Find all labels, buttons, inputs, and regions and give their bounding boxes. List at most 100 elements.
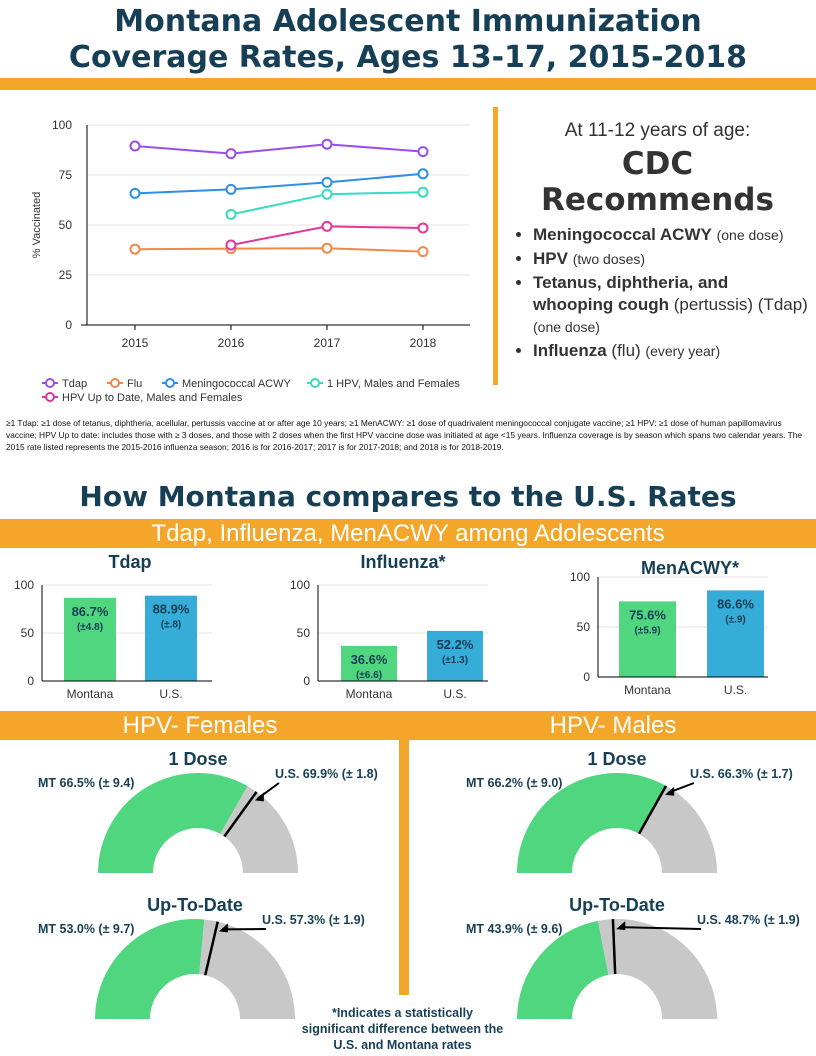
gauge-remaining-arc [638,785,717,873]
hpv-gauges: 1 Dose MT 66.5% (± 9.4) U.S. 69.9% (± 1.8)… [38,749,800,1019]
gauge-montana-arc [98,773,248,873]
bar-value-label: 75.6% [629,607,666,622]
page-title: Montana Adolescent Immunization Coverage… [0,4,816,76]
bar-chart-title: MenACWY* [641,558,739,578]
data-point [321,220,333,232]
dose-note: (two doses) [572,251,646,267]
data-point [225,183,237,195]
bar-value-label: 86.7% [72,604,109,619]
vaccine-name: Tetanus, diphtheria, and whooping cough [533,273,729,314]
gauge-remaining-arc [199,919,295,1019]
y-tick-label: 50 [297,626,311,640]
x-tick-label: Montana [624,683,671,697]
legend-marker [165,378,175,388]
series-line [134,247,424,253]
bar-value-label: 88.9% [153,602,190,617]
y-tick-label: 50 [59,218,73,232]
series-line [134,143,424,155]
y-tick-label: 0 [303,674,310,688]
legend-marker [45,378,55,388]
bar-charts: Tdap 0 50 100 86.7% (±4.8) Montana 88.9% (±.8) U.… [14,552,768,701]
recommend-item: Influenza (flu) (every year) [533,340,810,362]
gauge-title: Up-To-Date [147,895,243,915]
x-tick-label: Montana [346,687,393,701]
recommend-list: Meningococcal ACWY (one dose) HPV (two d… [505,224,810,362]
us-label: U.S. 48.7% (± 1.9) [697,913,800,927]
recommend-subtitle: At 11-12 years of age: [564,120,751,141]
data-point [225,208,237,220]
y-tick-label: 100 [290,578,310,592]
bar-value-label: 52.2% [437,637,474,652]
arrow-head-icon [218,923,228,933]
us-label: U.S. 66.3% (± 1.7) [690,767,793,781]
hpv-females-heading: HPV- Females [122,712,278,739]
bar [64,597,116,681]
vertical-divider [493,107,498,385]
legend-label: Meningococcal ACWY [182,378,291,390]
legend-marker [310,378,320,388]
vaccine-extra: (flu) [611,341,641,360]
bar-ci-label: (±5.9) [634,625,660,636]
legend-label: HPV Up to Date, Males and Females [62,392,243,404]
mt-label: MT 53.0% (± 9.7) [38,922,134,936]
x-tick-label: 2018 [410,336,437,350]
data-point [417,246,429,258]
gauge-montana-arc [517,920,609,1019]
hpv-males-heading: HPV- Males [549,712,677,739]
y-tick-label: 50 [21,626,35,640]
gauge-montana-arc [517,773,666,873]
vaccine-name: HPV [533,249,568,268]
x-tick-label: 2017 [314,336,341,350]
data-point [321,138,333,150]
us-needle [637,785,668,835]
y-tick-label: 100 [14,578,34,592]
x-tick-label: U.S. [724,683,747,697]
bar [145,595,197,681]
legend-label: Tdap [62,378,87,390]
arrow-head-icon [254,792,264,802]
mt-label: MT 66.5% (± 9.4) [38,776,134,790]
x-tick-label: U.S. [443,687,466,701]
dose-note: (one dose) [533,319,600,335]
legend-marker [45,392,55,402]
arrow-head-icon [665,786,675,796]
data-point [321,188,333,200]
line-chart: 0 25 50 75 100 2015 2016 2017 2018 % Vaccinated Td… [31,118,470,404]
y-tick-label: 75 [59,168,73,182]
vaccine-extra: (pertussis) (Tdap) [673,295,808,314]
us-needle [611,919,617,975]
y-tick-label: 0 [65,318,72,332]
arrow-head-icon [616,921,626,931]
significance-note: *Indicates a statistically significant d… [301,1006,504,1052]
recommend-title: CDC Recommends [541,146,774,218]
hpv-band [0,711,816,740]
y-axis-label: % Vaccinated [31,192,43,258]
y-tick-label: 50 [577,620,591,634]
series-line [134,172,424,195]
dose-note: (one dose) [716,227,784,243]
compare-title: How Montana compares to the U.S. Rates [79,480,737,513]
compare-band: Tdap, Influenza, MenACWY among Adolescen… [0,519,816,548]
legend-label: 1 HPV, Males and Females [327,378,460,390]
title-line-1: Montana Adolescent Immunization [114,4,702,39]
y-tick-label: 0 [27,674,34,688]
bar-ci-label: (±.8) [161,620,182,631]
recommendations-panel: At 11-12 years of age: CDC Recommends Me… [505,120,810,364]
bar [341,645,397,681]
bar [427,630,483,681]
gauge-montana-arc [95,919,205,1019]
data-point [225,148,237,160]
bar-value-label: 86.6% [717,596,754,611]
us-needle [204,921,219,976]
gauge-title: Up-To-Date [569,895,665,915]
vaccine-name: Influenza [533,341,607,360]
y-tick-label: 0 [583,670,590,684]
data-point [129,243,141,255]
gauge-remaining-arc [597,919,717,1019]
y-tick-label: 25 [59,268,73,282]
hpv-divider [399,740,409,995]
x-tick-label: Montana [67,687,114,701]
bar-ci-label: (±1.3) [442,655,468,666]
bar-ci-label: (±.9) [725,614,746,625]
